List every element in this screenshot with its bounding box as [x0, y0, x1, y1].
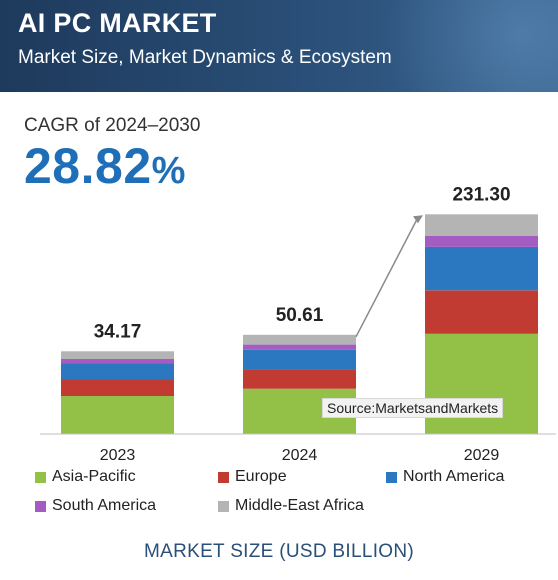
cagr-number: 28.82 — [24, 138, 152, 194]
x-tick-label-2023: 2023 — [100, 447, 136, 464]
cagr-unit: % — [151, 150, 186, 192]
legend-item-middle-east-africa: Middle-East Africa — [218, 497, 364, 515]
bar-total-label-2029: 231.30 — [452, 184, 510, 205]
bar-total-label-2024: 50.61 — [276, 305, 324, 326]
growth-arrow-head — [413, 215, 423, 224]
bar-segment-europe-2024 — [243, 369, 356, 389]
legend-label: Asia-Pacific — [52, 468, 136, 485]
bar-segment-middle-east-africa-2029 — [425, 214, 538, 236]
cagr-value: 28.82% — [24, 137, 186, 195]
header-decoration — [338, 0, 558, 92]
bar-segment-north-america-2023 — [61, 363, 174, 380]
bar-segment-north-america-2029 — [425, 246, 538, 291]
bar-segment-south-america-2024 — [243, 344, 356, 350]
bar-segment-asia-pacific-2023 — [61, 396, 174, 434]
legend-label: North America — [403, 468, 505, 485]
bar-segment-asia-pacific-2029 — [425, 333, 538, 434]
bar-segment-north-america-2024 — [243, 349, 356, 370]
bar-segment-europe-2023 — [61, 379, 174, 396]
legend-swatch — [35, 471, 46, 483]
bar-segment-middle-east-africa-2023 — [61, 351, 174, 359]
legend-label: South America — [52, 497, 157, 514]
legend-item-europe: Europe — [218, 468, 287, 486]
chart-legend: Asia-Pacific Europe North America South Ame… — [0, 468, 558, 528]
legend-label: Europe — [235, 468, 287, 485]
x-tick-label-2024: 2024 — [282, 447, 318, 464]
legend-swatch — [218, 500, 229, 512]
source-note: Source:MarketsandMarkets — [322, 398, 504, 418]
legend-swatch — [386, 471, 397, 483]
bar-segment-middle-east-africa-2024 — [243, 334, 356, 345]
bar-segment-europe-2029 — [425, 290, 538, 334]
bar-segment-south-america-2029 — [425, 235, 538, 247]
page-title: AI PC MARKET — [18, 8, 217, 38]
cagr-label: CAGR of 2024–2030 — [24, 115, 201, 136]
legend-item-north-america: North America — [386, 468, 504, 486]
bar-segment-south-america-2023 — [61, 359, 174, 364]
legend-item-south-america: South America — [35, 497, 156, 515]
bar-total-label-2023: 34.17 — [94, 321, 142, 342]
header-banner: AI PC MARKET Market Size, Market Dynamic… — [0, 0, 558, 92]
page-subtitle: Market Size, Market Dynamics & Ecosystem — [18, 47, 392, 68]
legend-label: Middle-East Africa — [235, 497, 364, 514]
legend-swatch — [35, 500, 46, 512]
legend-swatch — [218, 471, 229, 483]
x-tick-label-2029: 2029 — [464, 447, 500, 464]
legend-item-asia-pacific: Asia-Pacific — [35, 468, 136, 486]
chart-footer-label: MARKET SIZE (USD BILLION) — [143, 541, 415, 562]
growth-arrow-line — [355, 218, 418, 338]
